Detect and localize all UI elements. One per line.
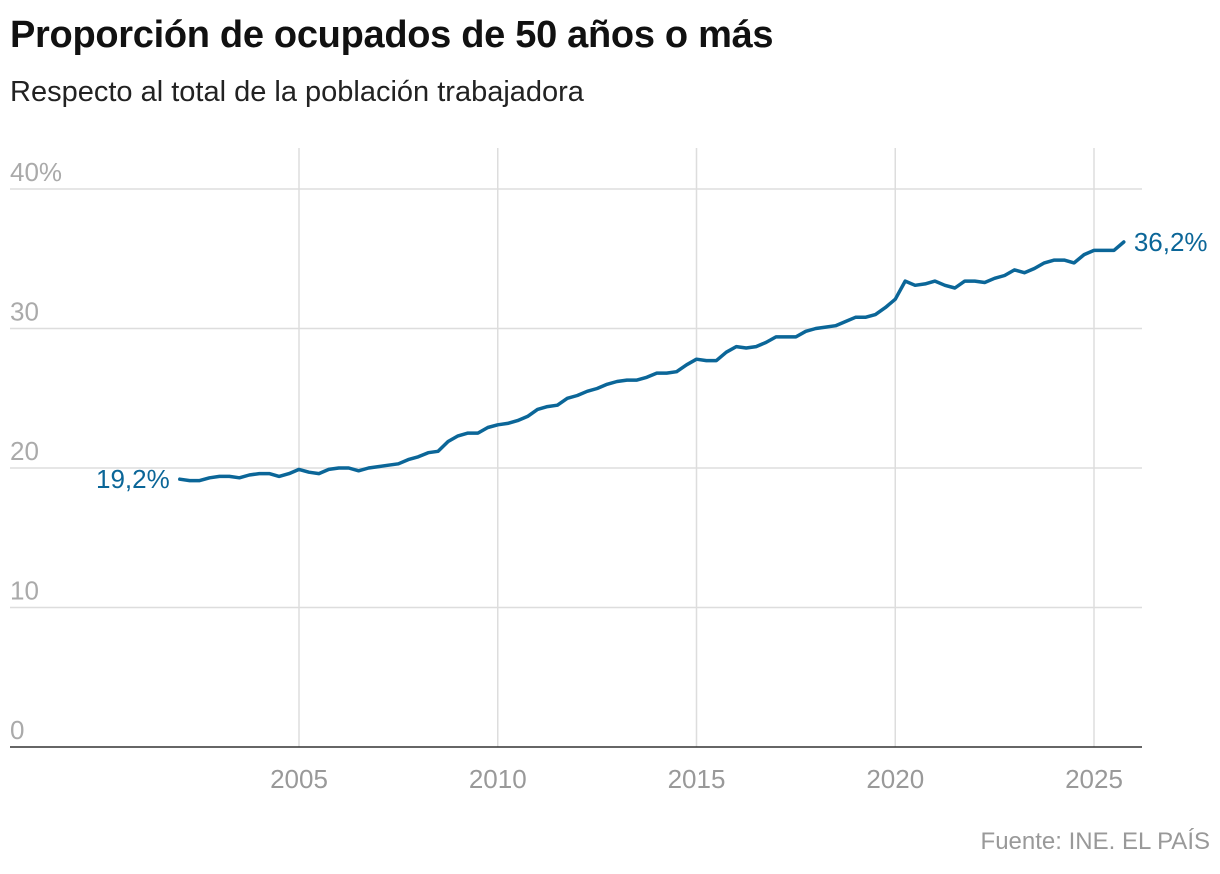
end-value-label: 36,2% — [1134, 227, 1208, 257]
y-tick-label-30: 30 — [10, 297, 39, 327]
y-tick-label-0: 0 — [10, 715, 24, 745]
y-tick-label-10: 10 — [10, 576, 39, 606]
series-layer — [178, 240, 1126, 483]
source-note: Fuente: INE. EL PAÍS — [980, 828, 1210, 855]
x-tick-label-2005: 2005 — [270, 764, 328, 794]
start-value-label: 19,2% — [96, 464, 170, 494]
series-line-0 — [178, 240, 1126, 483]
x-tick-label-2025: 2025 — [1065, 764, 1123, 794]
chart-subtitle: Respecto al total de la población trabaj… — [10, 76, 584, 108]
y-tick-label-40: 40% — [10, 157, 62, 187]
chart-title: Proporción de ocupados de 50 años o más — [10, 14, 774, 56]
x-tick-label-2015: 2015 — [668, 764, 726, 794]
x-tick-label-2010: 2010 — [469, 764, 527, 794]
y-tick-label-20: 20 — [10, 436, 39, 466]
x-tick-label-2020: 2020 — [866, 764, 924, 794]
grid-layer — [10, 148, 1142, 748]
